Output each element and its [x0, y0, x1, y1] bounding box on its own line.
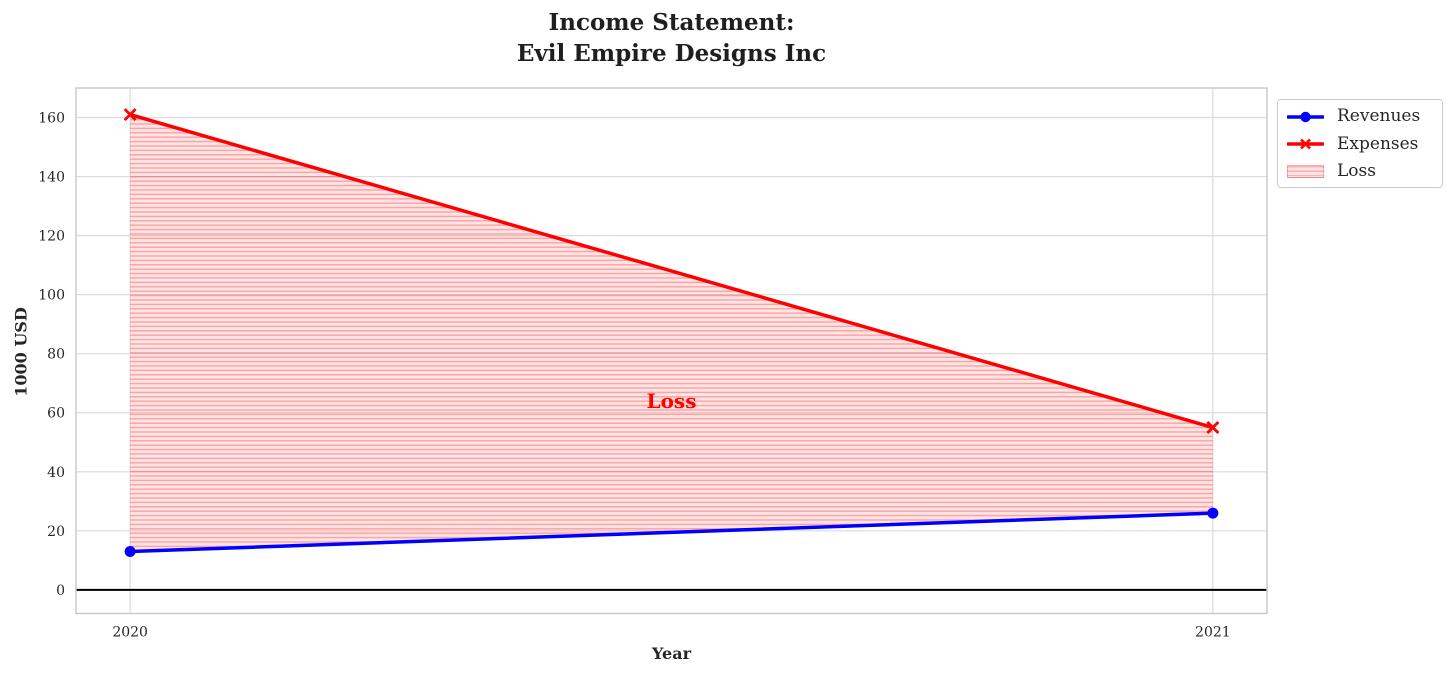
y-tick-label: 40 [47, 465, 65, 481]
legend-item-revenues: Revenues [1287, 103, 1436, 131]
legend: Revenues Expenses Loss [1277, 99, 1443, 188]
x-tick-label: 2021 [1195, 625, 1231, 641]
expenses-line-x-icon [1287, 138, 1324, 150]
y-tick-label: 0 [56, 583, 65, 599]
y-tick-label: 140 [38, 170, 65, 186]
y-tick-label: 20 [47, 524, 65, 540]
revenues-line-circle-icon [1287, 111, 1324, 122]
y-tick-label: 160 [38, 111, 65, 127]
y-tick-label: 60 [47, 406, 65, 422]
expenses-line [128, 112, 1215, 430]
x-tick-label: 2020 [112, 625, 148, 641]
y-axis-label: 1000 USD [11, 307, 31, 397]
y-tick-label: 80 [47, 347, 65, 363]
y-tick-label: 100 [38, 288, 65, 304]
revenues-marker [1207, 507, 1219, 519]
legend-label-revenues: Revenues [1337, 106, 1421, 127]
legend-item-loss: Loss [1287, 158, 1436, 186]
legend-label-loss: Loss [1337, 161, 1376, 182]
x-axis-label: Year [651, 644, 691, 663]
legend-label-expenses: Expenses [1337, 133, 1419, 154]
revenues-line [128, 511, 1215, 554]
legend-item-expenses: Expenses [1287, 131, 1436, 159]
expenses-marker [123, 108, 137, 122]
y-tick-label: 120 [38, 229, 65, 245]
loss-hatch-swatch-icon [1287, 165, 1324, 179]
loss-annotation: Loss [647, 389, 697, 413]
loss-area [130, 114, 1213, 552]
expenses-marker [1206, 421, 1220, 434]
chart-title: Income Statement: Evil Empire Designs In… [516, 9, 827, 67]
revenues-marker [124, 546, 136, 558]
plot-border [75, 87, 1268, 615]
